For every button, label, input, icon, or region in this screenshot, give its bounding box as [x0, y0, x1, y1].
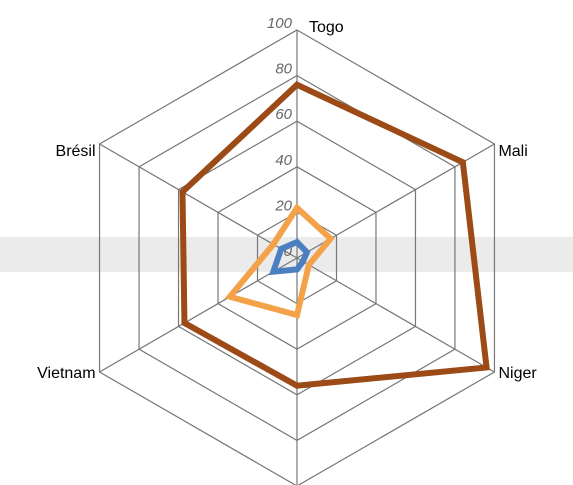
- axis-label: Mali: [498, 143, 527, 160]
- tick-label: 80: [275, 61, 292, 78]
- tick-label: 60: [275, 106, 292, 123]
- series-line: [179, 81, 490, 389]
- spoke: [99, 257, 298, 373]
- axis-label: Brésil: [56, 143, 96, 160]
- series-line: [268, 238, 311, 276]
- series-line: [224, 203, 335, 319]
- spoke: [99, 143, 298, 259]
- axis-label: Vietnam: [37, 365, 95, 382]
- axis-label: Togo: [309, 19, 344, 36]
- tick-label: 20: [274, 197, 292, 214]
- spoke: [296, 257, 495, 373]
- tick-label: 40: [275, 152, 292, 169]
- axis-label: Niger: [498, 365, 537, 382]
- tick-label: 0: [284, 243, 293, 260]
- tick-label: 100: [267, 15, 293, 32]
